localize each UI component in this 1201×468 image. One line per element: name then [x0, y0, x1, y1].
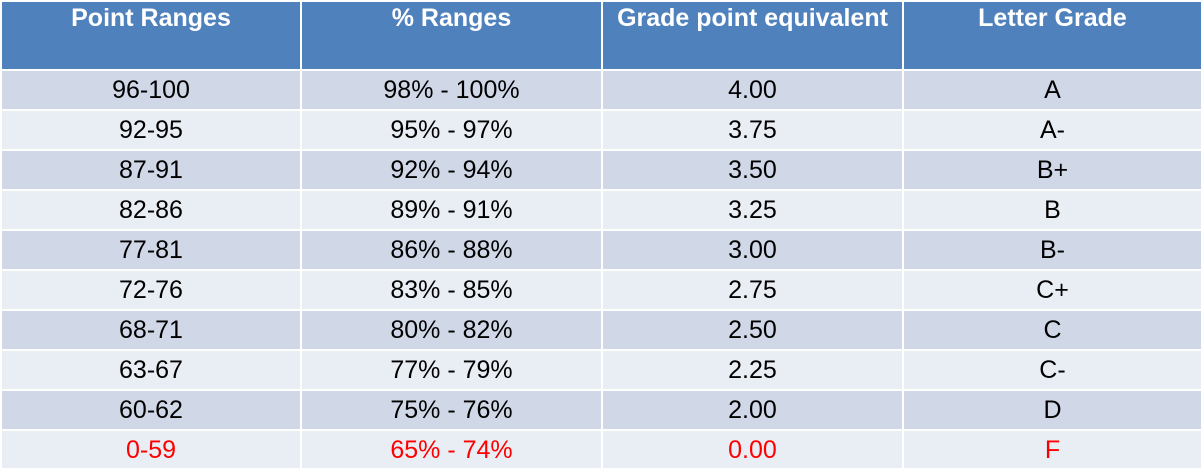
- table-row: 72-76 83% - 85% 2.75 C+: [0, 269, 1201, 311]
- table-cell: 3.00: [601, 229, 904, 271]
- table-cell: B-: [902, 229, 1201, 271]
- table-cell: 83% - 85%: [300, 269, 603, 311]
- table-cell: 3.75: [601, 109, 904, 151]
- header-cell: Letter Grade: [902, 0, 1201, 71]
- table-cell: 63-67: [0, 349, 302, 391]
- table-cell: 3.50: [601, 149, 904, 191]
- table-cell: 75% - 76%: [300, 389, 603, 431]
- table-row: 68-71 80% - 82% 2.50 C: [0, 309, 1201, 351]
- table-cell: 92-95: [0, 109, 302, 151]
- table-cell: C: [902, 309, 1201, 351]
- table-cell: B: [902, 189, 1201, 231]
- table-cell: 77-81: [0, 229, 302, 271]
- table-cell: 98% - 100%: [300, 69, 603, 111]
- table-cell: 2.75: [601, 269, 904, 311]
- table-cell: 95% - 97%: [300, 109, 603, 151]
- table-cell: 60-62: [0, 389, 302, 431]
- table-cell: 0.00: [601, 429, 904, 468]
- table-row: 77-81 86% - 88% 3.00 B-: [0, 229, 1201, 271]
- table-cell: 82-86: [0, 189, 302, 231]
- table-row: 0-59 65% - 74% 0.00 F: [0, 429, 1201, 468]
- table-cell: 4.00: [601, 69, 904, 111]
- header-cell: % Ranges: [300, 0, 603, 71]
- table-cell: 96-100: [0, 69, 302, 111]
- table-cell: 0-59: [0, 429, 302, 468]
- table-cell: 89% - 91%: [300, 189, 603, 231]
- table-cell: 72-76: [0, 269, 302, 311]
- table-cell: 2.00: [601, 389, 904, 431]
- table-cell: 87-91: [0, 149, 302, 191]
- table-row: 63-67 77% - 79% 2.25 C-: [0, 349, 1201, 391]
- table-row: 96-100 98% - 100% 4.00 A: [0, 69, 1201, 111]
- table-cell: B+: [902, 149, 1201, 191]
- table-cell: 92% - 94%: [300, 149, 603, 191]
- header-cell: Point Ranges: [0, 0, 302, 71]
- header-row: Point Ranges% Ranges Grade point equivale…: [0, 0, 1201, 71]
- table-row: 60-62 75% - 76% 2.00 D: [0, 389, 1201, 431]
- table-cell: C+: [902, 269, 1201, 311]
- table-row: 82-86 89% - 91% 3.25 B: [0, 189, 1201, 231]
- table-row: 92-95 95% - 97% 3.75 A-: [0, 109, 1201, 151]
- table-cell: 80% - 82%: [300, 309, 603, 351]
- table-cell: 77% - 79%: [300, 349, 603, 391]
- table-cell: F: [902, 429, 1201, 468]
- table-body: 96-100 98% - 100% 4.00 A 92-95 95% - 97% 3.75 A…: [0, 69, 1201, 468]
- table-cell: A: [902, 69, 1201, 111]
- table-cell: D: [902, 389, 1201, 431]
- table-cell: 86% - 88%: [300, 229, 603, 271]
- table-cell: 3.25: [601, 189, 904, 231]
- table-cell: 2.25: [601, 349, 904, 391]
- table-cell: 2.50: [601, 309, 904, 351]
- table-row: 87-91 92% - 94% 3.50 B+: [0, 149, 1201, 191]
- table-cell: A-: [902, 109, 1201, 151]
- table-cell: 68-71: [0, 309, 302, 351]
- table-cell: C-: [902, 349, 1201, 391]
- table-cell: 65% - 74%: [300, 429, 603, 468]
- table-header: Point Ranges% Ranges Grade point equivale…: [0, 0, 1201, 71]
- header-cell: Grade point equivalent: [601, 0, 904, 71]
